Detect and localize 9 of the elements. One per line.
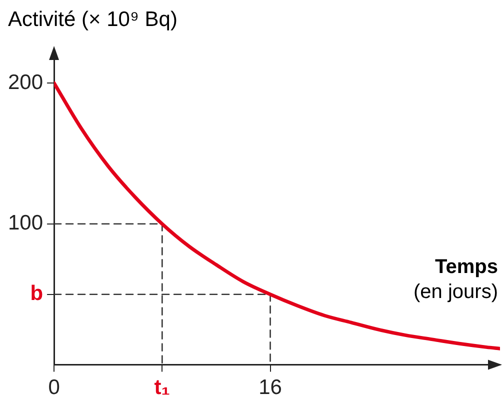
line-series <box>54 81 500 350</box>
x-tick-label: t₁ <box>154 376 170 400</box>
x-tick-label: 16 <box>258 376 282 400</box>
y-axis-title: Activité (× 10⁹ Bq) <box>8 8 178 32</box>
x-axis-title: Temps (en jours) <box>414 255 498 305</box>
x-tick-label: 0 <box>48 376 60 400</box>
y-tick-label: 100 <box>8 212 44 235</box>
y-tick-label: 200 <box>8 70 44 94</box>
y-tick-label: b <box>30 282 44 306</box>
